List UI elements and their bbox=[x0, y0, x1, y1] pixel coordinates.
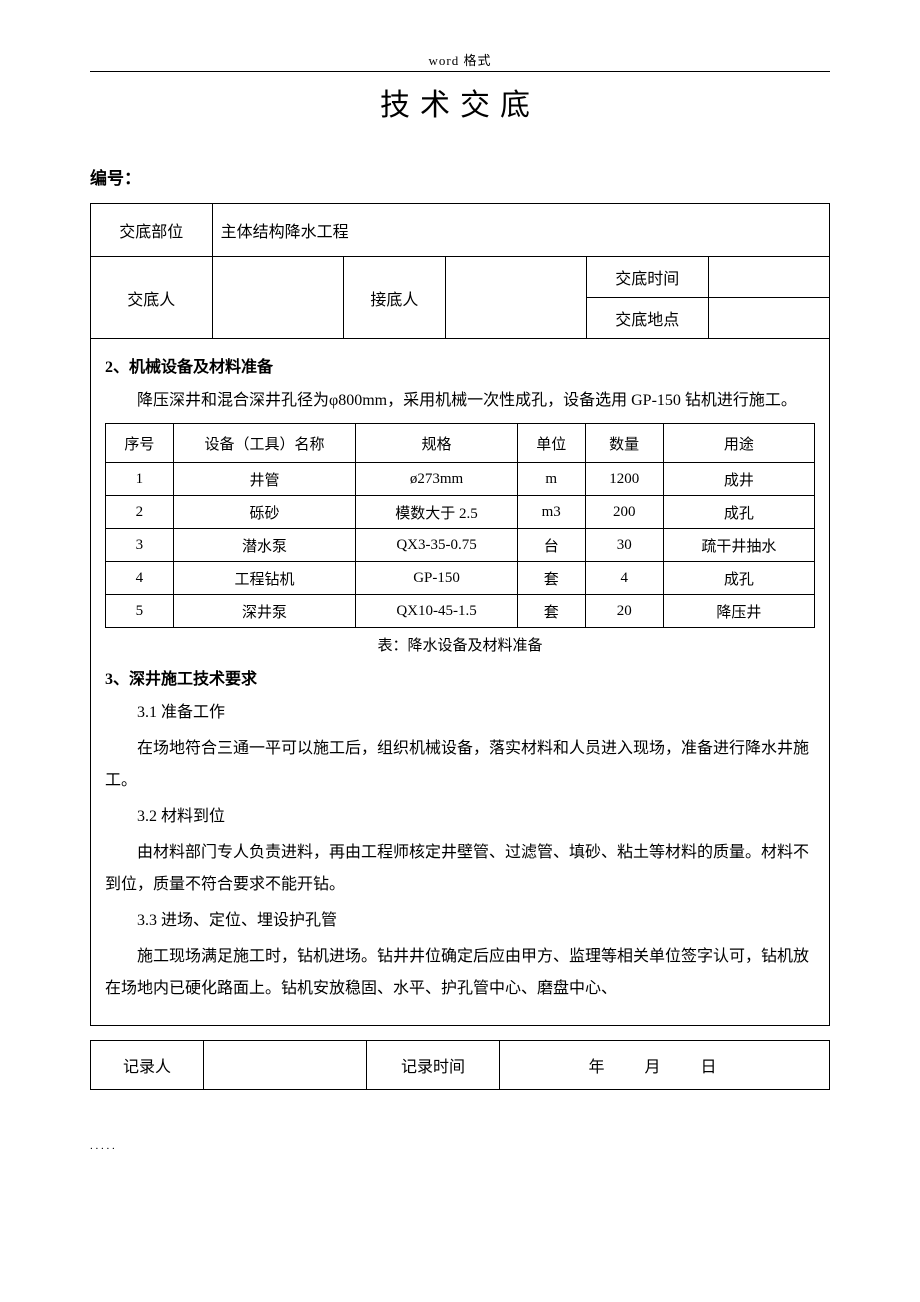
equip-cell: 深井泵 bbox=[173, 595, 355, 628]
equip-cell: 台 bbox=[517, 529, 585, 562]
cell-jiediren-value[interactable] bbox=[445, 257, 586, 339]
equip-cell: 4 bbox=[585, 562, 663, 595]
equip-cell: 1200 bbox=[585, 463, 663, 496]
equip-th-5: 用途 bbox=[663, 424, 814, 463]
equip-header-row: 序号 设备（工具）名称 规格 单位 数量 用途 bbox=[106, 424, 815, 463]
equip-cell: 模数大于 2.5 bbox=[356, 496, 518, 529]
equip-row: 5深井泵QX10-45-1.5套20降压井 bbox=[106, 595, 815, 628]
cell-jiaodi-shijian-label: 交底时间 bbox=[586, 257, 708, 298]
equip-th-4: 数量 bbox=[585, 424, 663, 463]
equip-cell: 成孔 bbox=[663, 562, 814, 595]
equip-cell: 套 bbox=[517, 562, 585, 595]
equip-th-3: 单位 bbox=[517, 424, 585, 463]
cell-jilushijian-label: 记录时间 bbox=[367, 1041, 500, 1090]
meta-row-buwei: 交底部位 主体结构降水工程 bbox=[91, 204, 830, 257]
equip-cell: 疏干井抽水 bbox=[663, 529, 814, 562]
equip-cell: 井管 bbox=[173, 463, 355, 496]
meta-row-2a: 交底人 接底人 交底时间 bbox=[91, 257, 830, 298]
cell-jiaodiren-label: 交底人 bbox=[91, 257, 213, 339]
equip-cell: ø273mm bbox=[356, 463, 518, 496]
equip-th-0: 序号 bbox=[106, 424, 174, 463]
equip-th-1: 设备（工具）名称 bbox=[173, 424, 355, 463]
equipment-table: 序号 设备（工具）名称 规格 单位 数量 用途 1井管ø273mmm1200成井… bbox=[105, 423, 815, 628]
section2-heading: 2、机械设备及材料准备 bbox=[105, 353, 815, 377]
equip-cell: 30 bbox=[585, 529, 663, 562]
equip-table-caption: 表：降水设备及材料准备 bbox=[105, 634, 815, 655]
cell-jiaodi-buwei-value: 主体结构降水工程 bbox=[212, 204, 829, 257]
cell-jilushijian-value[interactable]: 年 月 日 bbox=[500, 1041, 830, 1090]
serial-number-label: 编号： bbox=[90, 164, 830, 189]
footer-table: 记录人 记录时间 年 月 日 bbox=[90, 1040, 830, 1090]
equip-cell: 成孔 bbox=[663, 496, 814, 529]
equip-cell: 成井 bbox=[663, 463, 814, 496]
equip-cell: 1 bbox=[106, 463, 174, 496]
cell-jiluren-value[interactable] bbox=[204, 1041, 367, 1090]
equip-cell: 5 bbox=[106, 595, 174, 628]
header-format-label: word 格式 bbox=[90, 50, 830, 69]
footer-dots: . . . . . bbox=[90, 1140, 830, 1152]
equip-cell: QX10-45-1.5 bbox=[356, 595, 518, 628]
year-label: 年 bbox=[588, 1059, 604, 1076]
footer-row: 记录人 记录时间 年 月 日 bbox=[91, 1041, 830, 1090]
equip-th-2: 规格 bbox=[356, 424, 518, 463]
equip-cell: 降压井 bbox=[663, 595, 814, 628]
equip-cell: 200 bbox=[585, 496, 663, 529]
equip-cell: GP-150 bbox=[356, 562, 518, 595]
equip-cell: 工程钻机 bbox=[173, 562, 355, 595]
equip-cell: 3 bbox=[106, 529, 174, 562]
section31-para: 在场地符合三通一平可以施工后，组织机械设备，落实材料和人员进入现场，准备进行降水… bbox=[105, 733, 815, 797]
doc-title: 技术交底 bbox=[90, 80, 830, 124]
section33-head: 3.3 进场、定位、埋设护孔管 bbox=[105, 905, 815, 937]
section33-para: 施工现场满足施工时，钻机进场。钻井井位确定后应由甲方、监理等相关单位签字认可，钻… bbox=[105, 941, 815, 1005]
equip-row: 2砾砂模数大于 2.5m3200成孔 bbox=[106, 496, 815, 529]
equip-row: 4工程钻机GP-150套4成孔 bbox=[106, 562, 815, 595]
content-cell: 2、机械设备及材料准备 降压深井和混合深井孔径为φ800mm，采用机械一次性成孔… bbox=[91, 339, 830, 1026]
equip-cell: QX3-35-0.75 bbox=[356, 529, 518, 562]
cell-jiaodiren-value[interactable] bbox=[212, 257, 343, 339]
equip-cell: m3 bbox=[517, 496, 585, 529]
cell-jiaodi-shijian-value[interactable] bbox=[708, 257, 829, 298]
equip-cell: 潜水泵 bbox=[173, 529, 355, 562]
cell-jiaodi-didian-label: 交底地点 bbox=[586, 298, 708, 339]
equip-cell: 20 bbox=[585, 595, 663, 628]
cell-jiluren-label: 记录人 bbox=[91, 1041, 204, 1090]
content-wrapper-table: 2、机械设备及材料准备 降压深井和混合深井孔径为φ800mm，采用机械一次性成孔… bbox=[90, 339, 830, 1026]
equip-cell: m bbox=[517, 463, 585, 496]
equip-cell: 套 bbox=[517, 595, 585, 628]
meta-table: 交底部位 主体结构降水工程 交底人 接底人 交底时间 交底地点 bbox=[90, 203, 830, 339]
equip-cell: 砾砂 bbox=[173, 496, 355, 529]
section32-para: 由材料部门专人负责进料，再由工程师核定井壁管、过滤管、填砂、粘土等材料的质量。材… bbox=[105, 837, 815, 901]
section3-heading: 3、深井施工技术要求 bbox=[105, 665, 815, 689]
section31-head: 3.1 准备工作 bbox=[105, 697, 815, 729]
section2-para: 降压深井和混合深井孔径为φ800mm，采用机械一次性成孔，设备选用 GP-150… bbox=[105, 385, 815, 417]
cell-jiaodi-didian-value[interactable] bbox=[708, 298, 829, 339]
day-label: 日 bbox=[701, 1059, 717, 1076]
cell-jiaodi-buwei-label: 交底部位 bbox=[91, 204, 213, 257]
equip-cell: 2 bbox=[106, 496, 174, 529]
equip-row: 1井管ø273mmm1200成井 bbox=[106, 463, 815, 496]
month-label: 月 bbox=[644, 1059, 660, 1076]
cell-jiediren-label: 接底人 bbox=[343, 257, 445, 339]
header-rule bbox=[90, 71, 830, 72]
equip-row: 3潜水泵QX3-35-0.75台30疏干井抽水 bbox=[106, 529, 815, 562]
page: word 格式 技术交底 编号： 交底部位 主体结构降水工程 交底人 接底人 交… bbox=[0, 0, 920, 1192]
section32-head: 3.2 材料到位 bbox=[105, 801, 815, 833]
equip-cell: 4 bbox=[106, 562, 174, 595]
